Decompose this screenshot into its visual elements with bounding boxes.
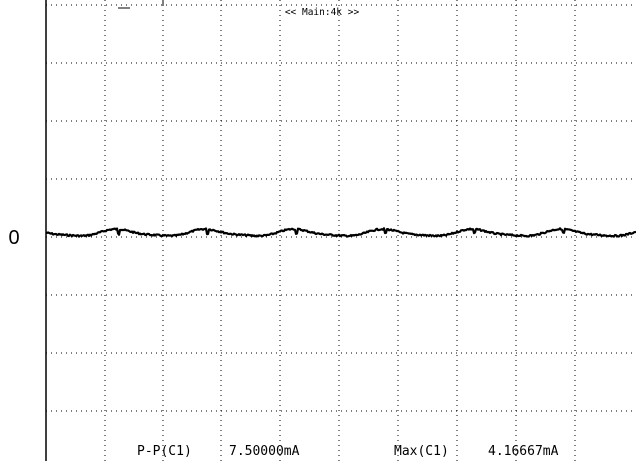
measurement-pp-name: P-P(C1) xyxy=(137,444,192,459)
channel-1-trace xyxy=(45,227,636,238)
measurement-max-value: 4.16667mA xyxy=(488,444,559,459)
measurement-pp-value: 7.50000mA xyxy=(229,444,300,459)
measurement-max-name: Max(C1) xyxy=(394,444,449,459)
timebase-label: << Main:4k >> xyxy=(285,7,360,18)
y-zero-label: 0 xyxy=(8,227,19,249)
